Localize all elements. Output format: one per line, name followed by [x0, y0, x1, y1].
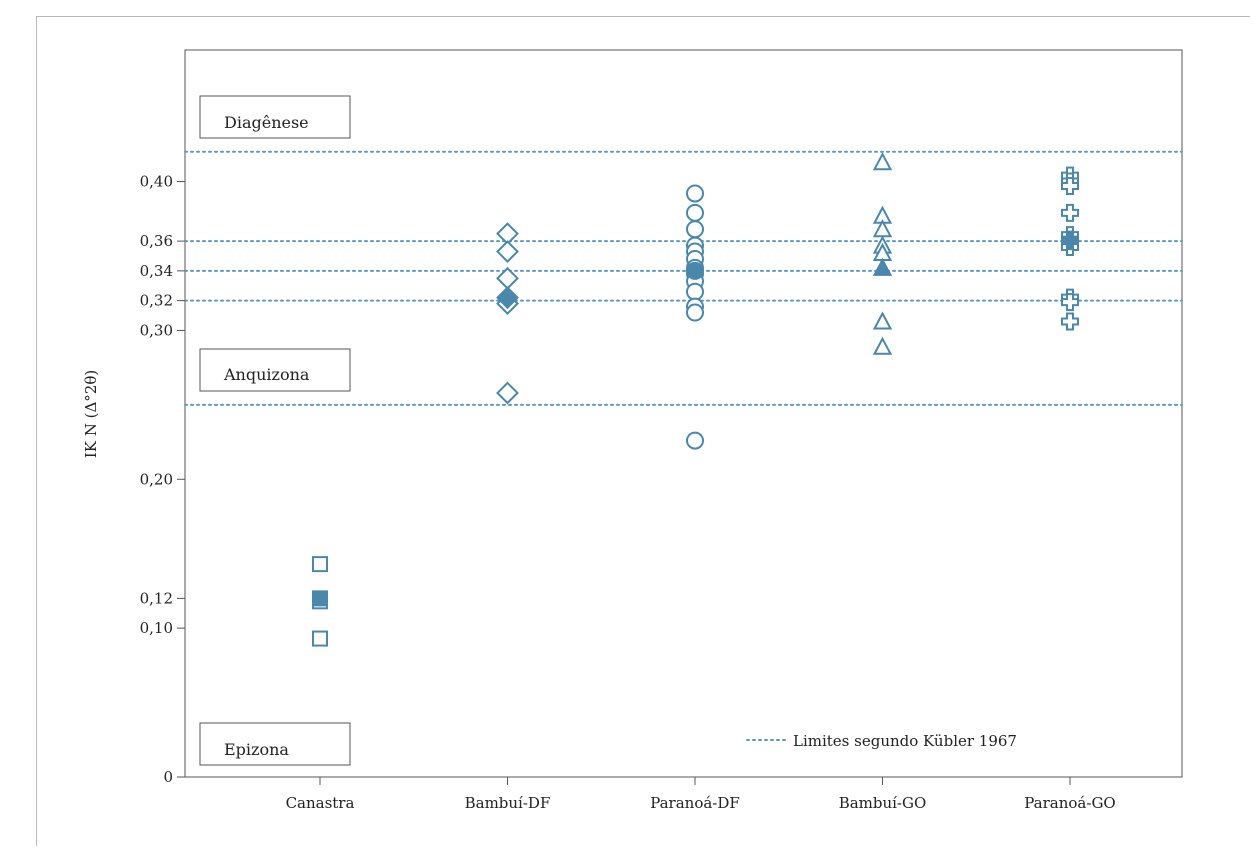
y-axis-label: IK N (Δ°2θ) [82, 370, 100, 458]
cross-point-4 [1061, 203, 1079, 222]
triangle-point-3 [872, 152, 893, 171]
cross-point-4 [1061, 312, 1079, 331]
figure-frame [36, 16, 1250, 846]
square-mean-point-0 [312, 590, 328, 607]
zone-label: Anquizona [223, 365, 310, 384]
y-tick-label: 0,32 [140, 292, 173, 310]
diamond-point-1 [496, 240, 519, 263]
zone-box [199, 95, 351, 139]
cross-mean-point-4 [1061, 232, 1079, 251]
triangle-point-3 [872, 311, 893, 330]
cross-point-4 [1061, 293, 1079, 312]
y-tick-label: 0 [163, 768, 173, 786]
circle-point-2 [686, 303, 704, 322]
y-tick-label: 0,40 [140, 173, 173, 191]
y-tick-label: 0,20 [140, 470, 173, 488]
x-tick-label: Paranoá-DF [650, 794, 740, 812]
zone-box [199, 348, 351, 392]
square-point-0 [312, 556, 328, 573]
y-tick-label: 0,34 [140, 262, 173, 280]
legend-label: Limites segundo Kübler 1967 [793, 732, 1017, 750]
cross-point-4 [1061, 177, 1079, 196]
zone-label: Epizona [224, 740, 289, 759]
circle-point-2 [686, 184, 704, 203]
x-tick-label: Bambuí-DF [465, 794, 551, 812]
y-tick-label: 0,10 [140, 619, 173, 637]
zone-box [199, 722, 351, 766]
circle-mean-point-2 [686, 261, 704, 280]
y-tick-label: 0,12 [140, 589, 173, 607]
square-point-0 [312, 630, 328, 647]
x-tick-label: Bambuí-GO [839, 794, 927, 812]
x-tick-label: Canastra [286, 794, 355, 812]
diamond-mean-point-1 [496, 286, 519, 310]
circle-point-2 [686, 220, 704, 239]
triangle-mean-point-3 [872, 257, 893, 276]
triangle-point-3 [872, 336, 893, 355]
zone-label: Diagênese [224, 113, 309, 132]
plot-frame [184, 49, 1183, 778]
y-tick-label: 0,36 [140, 232, 173, 250]
y-tick-label: 0,30 [140, 321, 173, 339]
x-tick-label: Paranoá-GO [1024, 794, 1115, 812]
circle-point-2 [686, 431, 704, 450]
circle-point-2 [686, 282, 704, 301]
diamond-point-1 [496, 381, 519, 405]
circle-point-2 [686, 203, 704, 222]
